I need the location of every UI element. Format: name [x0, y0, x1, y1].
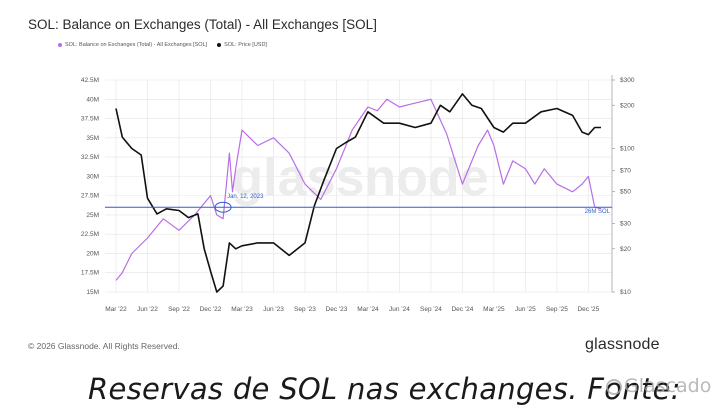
x-tick-label: Jun '24	[389, 306, 410, 313]
y-left-tick-label: 42.5M	[81, 77, 99, 84]
annotation-marker	[214, 201, 232, 213]
x-tick-label: Sep '25	[546, 306, 568, 313]
chart-canvas: glassnode Mar '22 Jun '22 Sep '22 Dec '22 Ma…	[81, 75, 635, 313]
chart-legend: SOL: Balance on Exchanges (Total) - All …	[58, 42, 267, 48]
y-left-tick-label: 32.5M	[81, 154, 99, 161]
legend-price-label: SOL: Price [USD]	[224, 42, 267, 48]
y-left-tick-label: 27.5M	[81, 193, 99, 200]
y-right-tick-label: $70	[620, 168, 631, 175]
balance-series-line	[115, 98, 602, 281]
copyright-text: © 2026 Glassnode. All Rights Reserved.	[28, 341, 180, 351]
y-right-tick-label: $10	[620, 289, 631, 296]
chart-grid	[105, 79, 612, 293]
y-right-tick-label: $200	[620, 102, 635, 109]
x-tick-label: Dec '25	[577, 306, 599, 313]
glassnode-logo: glassnode	[585, 336, 660, 353]
y-right-tick-label: $30	[620, 221, 631, 228]
price-series-line	[115, 93, 601, 293]
y-left-tick-label: 15M	[86, 289, 99, 296]
caption-watermark: Glascado	[606, 375, 711, 397]
caption-text: Reservas de SOL nas exchanges. Fonte:	[88, 372, 681, 406]
y-left-tick-label: 40M	[86, 96, 99, 103]
x-tick-label: Mar '24	[357, 306, 379, 313]
x-tick-label: Jun '22	[137, 306, 158, 313]
y-right-tick-label: $50	[620, 189, 631, 196]
y-left-tick-label: 35M	[86, 135, 99, 142]
annotation-label: Jan. 12, 2023	[227, 194, 264, 200]
x-tick-label: Dec '24	[451, 306, 473, 313]
x-tick-label: Sep '24	[420, 306, 442, 313]
legend-item-balance[interactable]: SOL: Balance on Exchanges (Total) - All …	[58, 42, 207, 48]
y-left-tick-label: 17.5M	[81, 270, 99, 277]
x-tick-label: Dec '22	[200, 306, 222, 313]
chart-series	[115, 93, 602, 293]
chart-annotations: 26M SOL Jan. 12, 2023	[105, 194, 612, 215]
baseline-label: 26M SOL	[585, 209, 611, 215]
y-right-tick-label: $20	[620, 246, 631, 253]
x-tick-label: Sep '22	[168, 306, 190, 313]
x-tick-label: Mar '22	[105, 306, 127, 313]
legend-balance-label: SOL: Balance on Exchanges (Total) - All …	[65, 42, 208, 48]
x-tick-label: Mar '25	[483, 306, 505, 313]
chart-title: SOL: Balance on Exchanges (Total) - All …	[28, 17, 377, 32]
x-tick-label: Mar '23	[231, 306, 253, 313]
legend-item-price[interactable]: SOL: Price [USD]	[217, 42, 267, 48]
chart-axes: Mar '22 Jun '22 Sep '22 Dec '22 Mar '23 Jun '…	[81, 75, 635, 313]
watermark-logo-icon	[606, 378, 622, 395]
legend-price-swatch	[217, 43, 222, 47]
legend-balance-swatch	[58, 43, 62, 47]
y-left-tick-label: 20M	[86, 250, 99, 257]
x-tick-label: Dec '23	[326, 306, 348, 313]
y-right-tick-label: $100	[620, 145, 635, 152]
y-left-tick-label: 22.5M	[81, 231, 99, 238]
caption-watermark-label: Glascado	[624, 375, 712, 397]
y-right-tick-label: $300	[620, 77, 635, 84]
y-left-tick-label: 30M	[86, 173, 99, 180]
x-tick-label: Jun '25	[515, 306, 536, 313]
chart-watermark: glassnode	[231, 149, 488, 207]
x-tick-label: Sep '23	[294, 306, 316, 313]
y-left-tick-label: 25M	[86, 212, 99, 219]
y-left-tick-label: 37.5M	[81, 116, 99, 123]
x-tick-label: Jun '23	[263, 306, 284, 313]
